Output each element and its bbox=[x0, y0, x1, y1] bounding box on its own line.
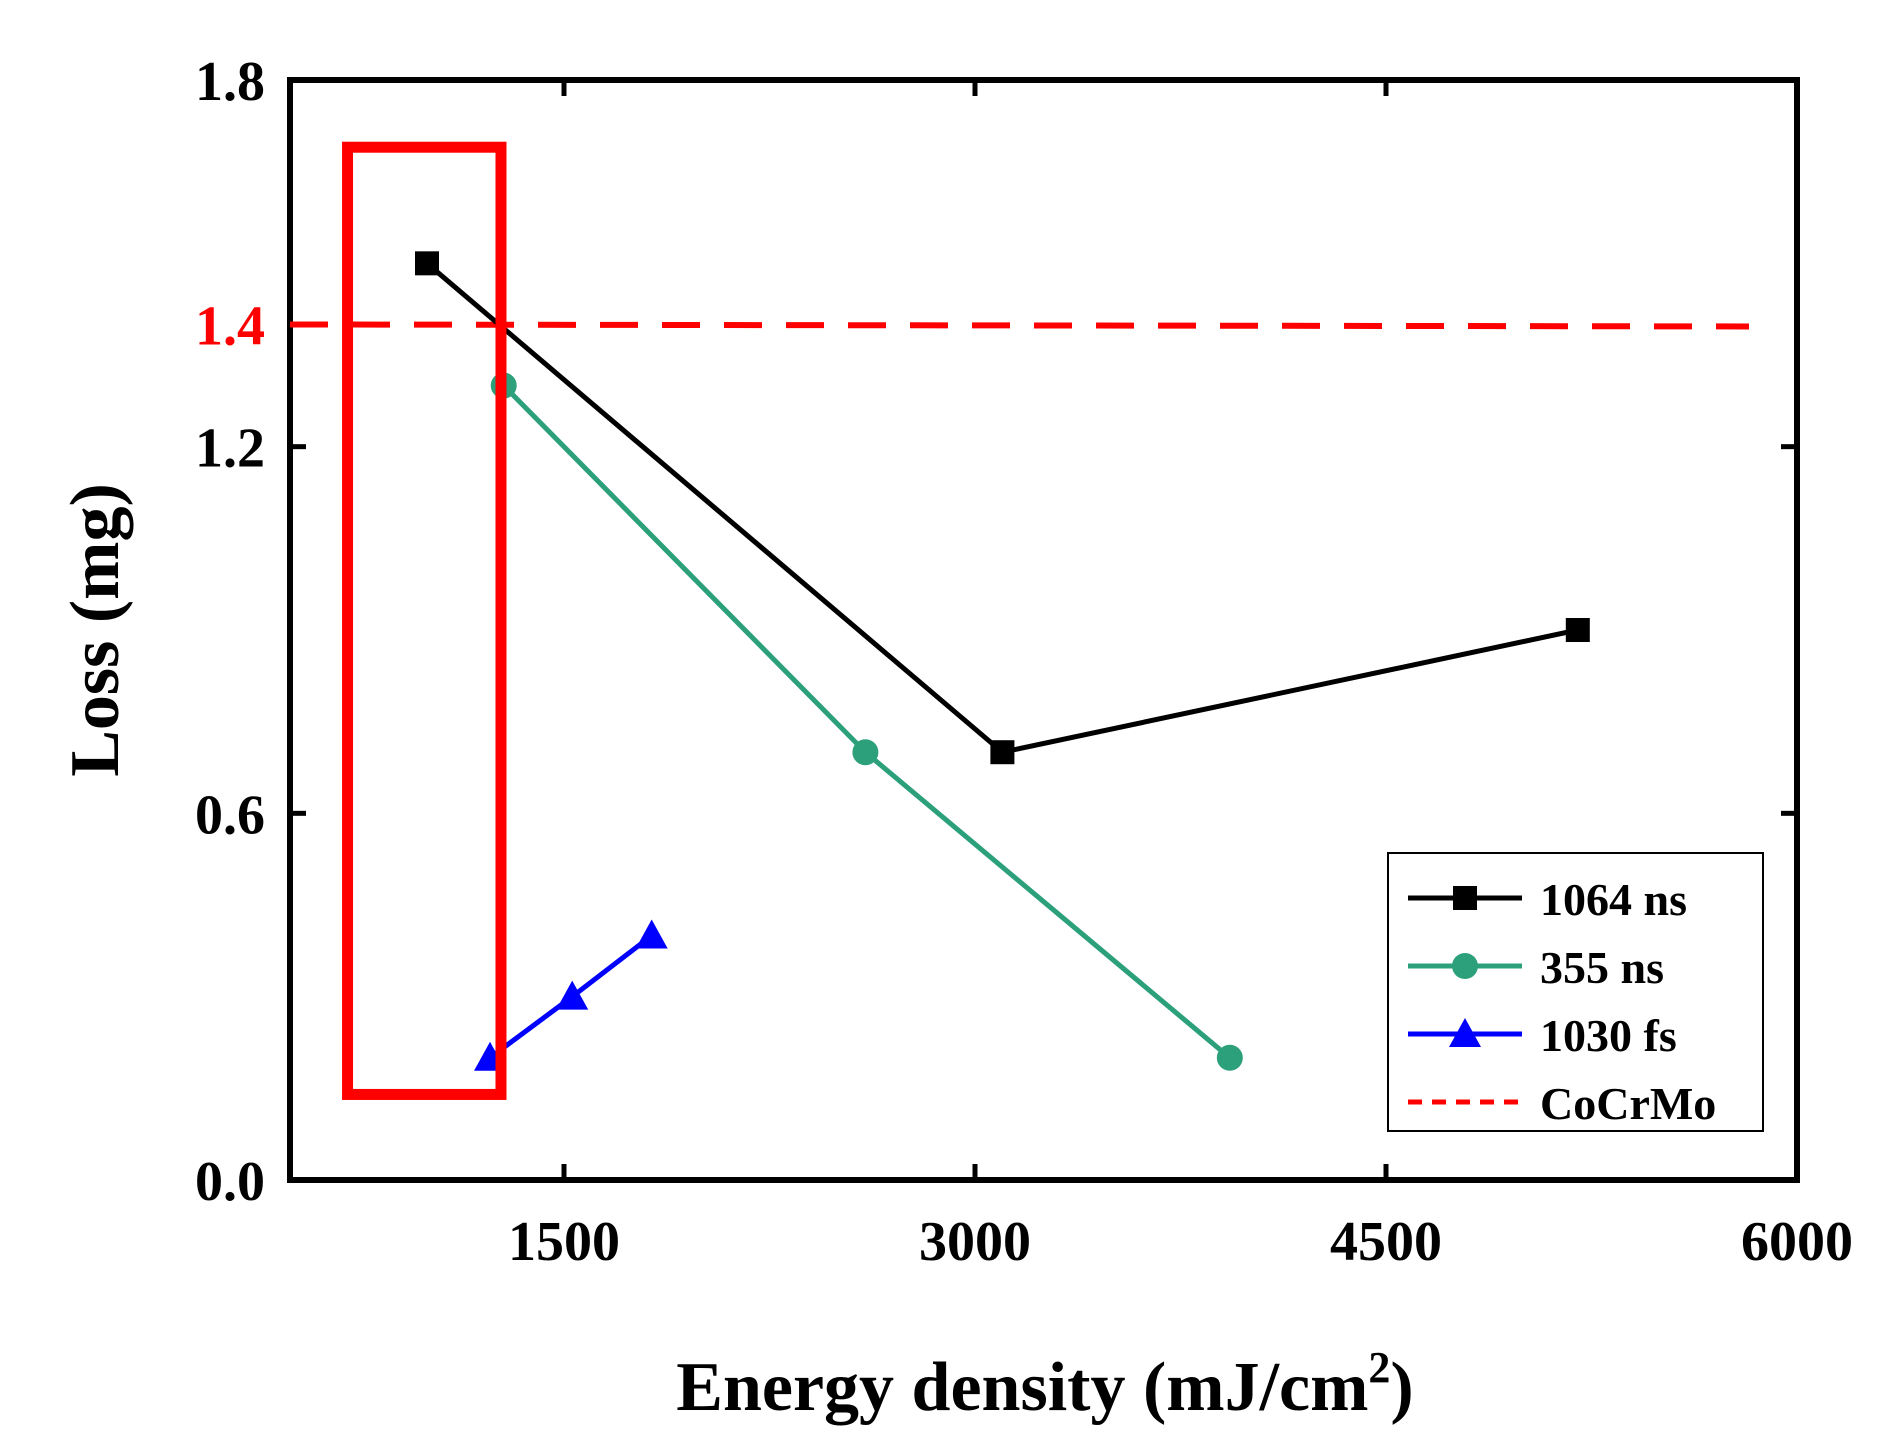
x-axis-title-tail: ) bbox=[1390, 1349, 1413, 1426]
legend-items: 1064 ns 355 ns 1030 fs CoCrMo bbox=[1408, 874, 1716, 1129]
series-355-ns bbox=[490, 372, 1243, 1071]
y-tick-label-0: 0.0 bbox=[195, 1151, 265, 1213]
x-tick-label-3000: 3000 bbox=[919, 1211, 1031, 1273]
x-tick-label-4500: 4500 bbox=[1330, 1211, 1442, 1273]
highlight-box bbox=[342, 141, 507, 1100]
y-tick-label-highlight: 1.4 bbox=[195, 295, 265, 357]
y-axis-title: Loss (mg) bbox=[57, 483, 134, 777]
legend-label-2: 1030 fs bbox=[1540, 1010, 1677, 1061]
data-point-2-2 bbox=[635, 919, 668, 949]
legend-label-1: 355 ns bbox=[1540, 942, 1664, 993]
legend: 1064 ns 355 ns 1030 fs CoCrMo bbox=[1387, 852, 1764, 1132]
data-point-2-1 bbox=[556, 980, 589, 1010]
data-point-1-1 bbox=[852, 739, 879, 766]
series-1064-ns bbox=[415, 251, 1590, 765]
legend-swatch-marker-1 bbox=[1452, 953, 1478, 979]
x-axis-title-main: Energy density (mJ/cm bbox=[676, 1349, 1368, 1426]
x-tick-label-1500: 1500 bbox=[508, 1211, 620, 1273]
series-layer bbox=[415, 251, 1590, 1071]
legend-label-3: CoCrMo bbox=[1540, 1078, 1716, 1129]
cocrmo-reference-line bbox=[289, 321, 1750, 330]
data-point-1-2 bbox=[1216, 1044, 1243, 1071]
plot-frame bbox=[287, 77, 1800, 1183]
data-point-0-0 bbox=[415, 251, 439, 276]
x-tick-label-6000: 6000 bbox=[1741, 1211, 1853, 1273]
axis-ticks: 1500 3000 4500 6000 0.0 0.6 1.2 1.8 1.4 bbox=[195, 51, 1853, 1273]
legend-swatch-marker-0 bbox=[1453, 886, 1477, 910]
legend-label-0: 1064 ns bbox=[1540, 874, 1687, 925]
series-line-0 bbox=[425, 261, 1579, 755]
y-tick-label-1: 0.6 bbox=[195, 784, 265, 846]
x-axis-title-sup: 2 bbox=[1368, 1343, 1390, 1392]
data-point-0-2 bbox=[1565, 618, 1590, 642]
y-tick-label-2: 1.2 bbox=[195, 418, 265, 480]
x-axis-title: Energy density (mJ/cm2) bbox=[676, 1343, 1413, 1426]
series-line-1 bbox=[501, 383, 1232, 1060]
legend-swatch-marker-2 bbox=[1449, 1018, 1481, 1047]
y-tick-label-3: 1.8 bbox=[195, 51, 265, 113]
data-point-0-1 bbox=[990, 740, 1015, 765]
